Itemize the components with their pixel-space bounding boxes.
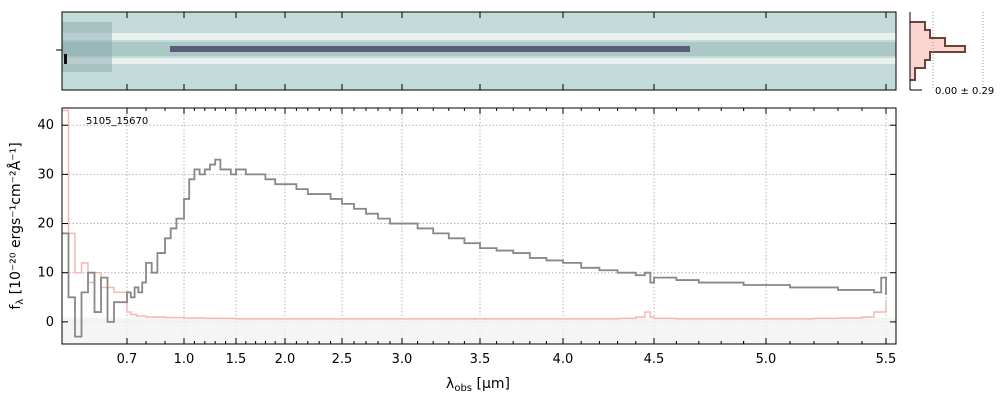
x-tick-label: 4.0	[553, 352, 574, 367]
x-tick-label: 1.5	[226, 352, 247, 367]
x-tick-label: 2.5	[332, 352, 353, 367]
y-tick-label: 30	[37, 167, 54, 182]
y-tick-label: 0	[46, 315, 54, 330]
x-tick-label: 1.0	[174, 352, 195, 367]
object-label: 5105_15670	[86, 116, 148, 127]
y-tick-label: 10	[37, 266, 54, 281]
x-tick-label: 5.5	[876, 352, 897, 367]
y-axis-label: fλ [10⁻²⁰ ergs⁻¹cm⁻²Å⁻¹]	[7, 142, 26, 309]
y-tick-label: 40	[37, 118, 54, 133]
profile-panel: 0.00 ± 0.29	[909, 12, 994, 97]
x-tick-label: 5.0	[756, 352, 777, 367]
x-tick-label: 3.5	[470, 352, 491, 367]
y-tick-label: 20	[37, 217, 54, 232]
x-tick-label: 4.5	[644, 352, 665, 367]
flux-series	[62, 158, 887, 338]
spectrum-1d-panel: 0.7 1.0 1.5 2.0 2.5 3.0 3.5 4.0 4.5 5.0 5.5 0 10 20 30…	[37, 107, 897, 367]
spectrum-trace	[170, 46, 690, 52]
x-tick-label: 3.0	[392, 352, 413, 367]
x-axis-label: λobs [μm]	[446, 376, 510, 394]
spectrum-2d-panel	[56, 11, 897, 91]
profile-label: 0.00 ± 0.29	[935, 86, 994, 97]
profile-curve	[910, 21, 966, 81]
x-tick-label: 0.7	[117, 352, 138, 367]
x-tick-label: 2.0	[275, 352, 296, 367]
